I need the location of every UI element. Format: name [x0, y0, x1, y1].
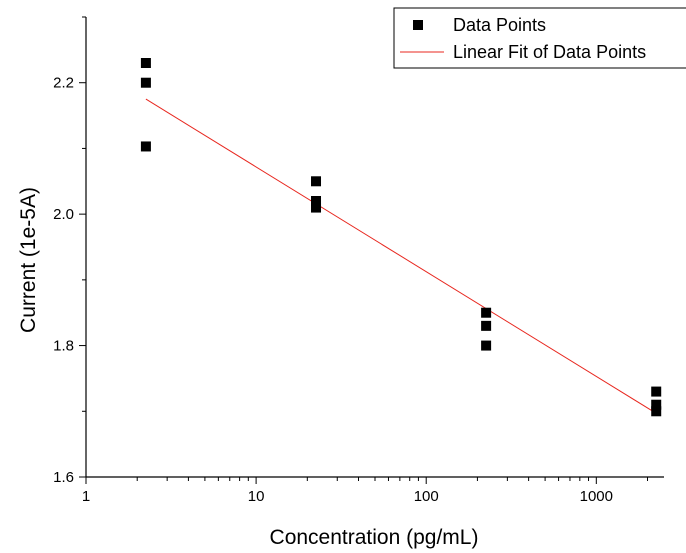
data-point: [140, 141, 151, 152]
data-point: [311, 196, 322, 206]
y-tick-label: 1.6: [53, 469, 74, 486]
fit-line: [145, 98, 657, 414]
legend-label: Data Points: [453, 15, 546, 35]
x-tick-label: 1: [82, 488, 90, 505]
x-tick-label: 100: [414, 488, 439, 505]
axes: 1.6 1.8 2.0 2.2 1 10 100 1000: [53, 16, 664, 505]
data-point: [651, 399, 662, 410]
data-point: [481, 320, 492, 331]
y-axis-title: Current (1e-5A): [17, 187, 40, 333]
y-tick-label: 2.2: [53, 75, 74, 92]
legend-label: Linear Fit of Data Points: [453, 42, 646, 62]
data-point: [311, 202, 322, 213]
data-point: [140, 77, 151, 88]
data-point: [651, 386, 662, 397]
y-tick-label: 2.0: [53, 206, 74, 223]
x-tick-label: 1000: [580, 488, 613, 505]
data-point: [140, 58, 151, 68]
x-tick-label: 10: [248, 488, 265, 505]
data-point: [651, 406, 662, 417]
data-point: [311, 176, 322, 187]
legend-box: [393, 7, 686, 69]
legend: Data Points Linear Fit of Data Points: [393, 7, 686, 69]
x-axis-title: Concentration (pg/mL): [270, 526, 479, 549]
data-point: [481, 307, 492, 318]
data-point: [481, 340, 492, 351]
y-tick-label: 1.8: [53, 338, 74, 355]
chart-marks: [140, 58, 662, 417]
legend-marker: [413, 20, 423, 30]
